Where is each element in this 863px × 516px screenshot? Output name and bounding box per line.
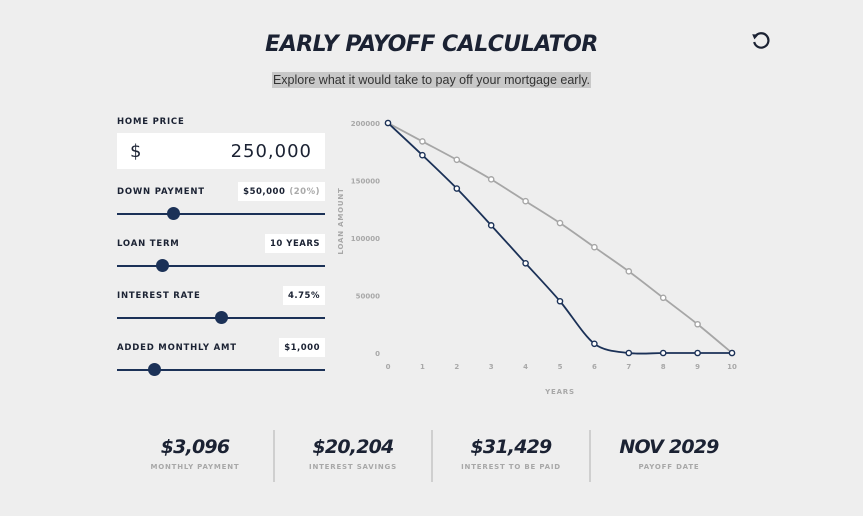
stat-value: NOV 2029	[619, 436, 719, 458]
interest-rate-value: 4.75%	[288, 290, 320, 301]
page-title: EARLY PAYOFF CALCULATOR	[265, 32, 598, 57]
stat-label: INTEREST SAVINGS	[309, 463, 397, 471]
data-point	[522, 197, 529, 205]
data-point	[556, 297, 564, 305]
data-point	[453, 156, 461, 164]
stat-label: INTEREST TO BE PAID	[461, 463, 561, 471]
summary-stats: $3,096 MONTHLY PAYMENT $20,204 INTEREST …	[117, 430, 747, 482]
interest-rate-control: INTEREST RATE 4.75%	[117, 286, 325, 325]
stat-label: PAYOFF DATE	[638, 463, 700, 471]
data-point	[625, 268, 633, 275]
series-line	[387, 122, 732, 355]
slider-thumb[interactable]	[147, 363, 161, 376]
y-tick-label: 150000	[351, 178, 380, 186]
x-axis-label: YEARS	[544, 388, 575, 396]
y-tick-label: 100000	[351, 235, 380, 243]
x-tick-label: 2	[454, 363, 459, 371]
added-monthly-slider[interactable]	[117, 363, 325, 377]
slider-thumb[interactable]	[156, 259, 170, 272]
added-monthly-input[interactable]: $1,000	[279, 338, 325, 357]
down-payment-control: DOWN PAYMENT $50,000 (20%)	[117, 182, 325, 221]
x-tick-label: 6	[592, 363, 597, 371]
stat-value: $31,429	[470, 436, 553, 458]
data-point	[659, 294, 667, 302]
down-payment-label: DOWN PAYMENT	[117, 186, 205, 197]
y-tick-label: 50000	[356, 293, 380, 301]
x-tick-label: 10	[727, 363, 737, 371]
loan-term-value: 10 YEARS	[270, 238, 320, 249]
y-axis-label: LOAN AMOUNT	[337, 187, 345, 254]
loan-term-control: LOAN TERM 10 YEARS	[117, 234, 325, 273]
down-payment-input[interactable]: $50,000 (20%)	[238, 182, 325, 201]
data-point	[694, 320, 701, 328]
added-monthly-value: $1,000	[284, 342, 320, 353]
home-price-value: 250,000	[230, 140, 312, 162]
x-tick-label: 1	[420, 363, 425, 371]
slider-track	[117, 213, 325, 215]
interest-rate-input[interactable]: 4.75%	[283, 286, 325, 305]
y-tick-label: 0	[375, 350, 380, 358]
slider-track	[117, 369, 325, 371]
home-price-input[interactable]: $ 250,000	[117, 133, 325, 169]
x-tick-label: 4	[523, 363, 528, 371]
inputs-panel: HOME PRICE $ 250,000 DOWN PAYMENT $50,00…	[117, 114, 325, 376]
data-point	[522, 259, 529, 267]
data-point	[694, 349, 701, 357]
data-point	[591, 340, 598, 348]
stat-interest-savings: $20,204 INTEREST SAVINGS	[273, 430, 431, 482]
data-point	[556, 219, 564, 227]
slider-thumb[interactable]	[166, 207, 180, 220]
x-tick-label: 5	[558, 363, 563, 371]
stat-monthly-payment: $3,096 MONTHLY PAYMENT	[117, 430, 273, 482]
stat-value: $3,096	[160, 436, 230, 458]
data-point	[453, 185, 461, 192]
data-point	[487, 222, 495, 229]
loan-balance-chart: 200000 150000 100000 50000 00 1 2 3 4 5 6 7 8 9 10 YEAR…	[337, 119, 737, 396]
page-subtitle: Explore what it would take to pay off yo…	[271, 72, 592, 88]
down-payment-slider[interactable]	[117, 207, 325, 221]
added-monthly-control: ADDED MONTHLY AMT $1,000	[117, 338, 325, 377]
loan-term-label: LOAN TERM	[117, 238, 180, 249]
data-point	[625, 349, 633, 357]
down-payment-percent: (20%)	[289, 186, 320, 197]
data-point	[419, 151, 426, 159]
reset-button[interactable]	[749, 28, 773, 52]
data-point	[384, 119, 392, 127]
x-tick-label: 9	[695, 363, 700, 371]
x-tick-label: 8	[661, 363, 666, 371]
stat-label: MONTHLY PAYMENT	[150, 463, 240, 471]
currency-symbol: $	[130, 140, 142, 162]
x-tick-label: 3	[489, 363, 494, 371]
stat-payoff-date: NOV 2029 PAYOFF DATE	[589, 430, 747, 482]
x-tick-label: 0	[386, 363, 391, 371]
interest-rate-label: INTEREST RATE	[117, 290, 201, 301]
home-price-label: HOME PRICE	[117, 117, 185, 127]
data-point	[728, 349, 736, 357]
slider-thumb[interactable]	[214, 311, 228, 324]
series-line	[387, 122, 733, 354]
reset-icon	[752, 32, 770, 49]
slider-track	[117, 265, 325, 267]
added-monthly-label: ADDED MONTHLY AMT	[117, 342, 237, 353]
data-point	[419, 138, 426, 145]
data-point	[487, 176, 495, 183]
stat-value: $20,204	[312, 436, 395, 458]
data-point	[591, 243, 598, 251]
data-point	[659, 349, 667, 357]
loan-term-input[interactable]: 10 YEARS	[265, 234, 325, 253]
down-payment-value: $50,000	[243, 186, 286, 197]
y-tick-label: 200000	[351, 120, 380, 128]
x-tick-label: 7	[626, 363, 631, 371]
interest-rate-slider[interactable]	[117, 311, 325, 325]
loan-term-slider[interactable]	[117, 259, 325, 273]
stat-interest-to-be-paid: $31,429 INTEREST TO BE PAID	[431, 430, 589, 482]
